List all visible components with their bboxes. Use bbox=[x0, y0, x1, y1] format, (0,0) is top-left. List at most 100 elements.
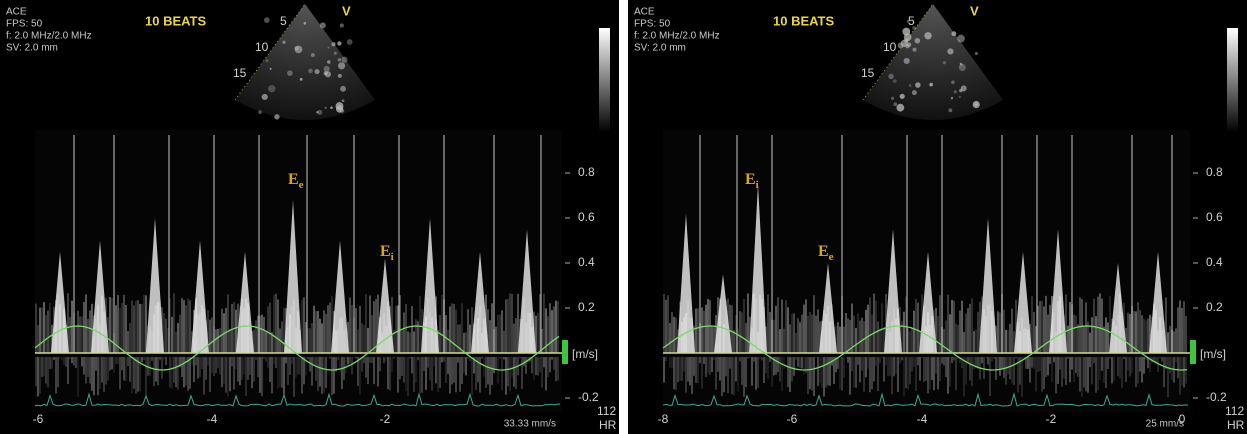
header-line: ACE bbox=[6, 7, 27, 18]
probe-marker: V bbox=[970, 3, 979, 18]
echo-speckle bbox=[891, 97, 894, 100]
time-tick-label: -2 bbox=[1046, 412, 1057, 426]
echo-speckle bbox=[340, 86, 346, 92]
velocity-tick-label: 0.2 bbox=[578, 300, 595, 314]
echo-speckle bbox=[338, 74, 342, 78]
beat-count: 10 BEATS bbox=[773, 13, 834, 28]
echo-speckle bbox=[951, 97, 953, 99]
echo-speckle bbox=[264, 17, 270, 23]
velocity-unit: [m/s] bbox=[572, 347, 598, 361]
annotation-subscript: e bbox=[829, 251, 834, 263]
echo-speckle bbox=[304, 22, 307, 25]
header-line: FPS: 50 bbox=[6, 19, 43, 30]
echo-speckle bbox=[320, 22, 326, 28]
heart-rate-value: 112 bbox=[1225, 404, 1244, 418]
echo-speckle bbox=[957, 35, 965, 43]
depth-label: 10 bbox=[883, 40, 897, 54]
velocity-tick-label: 0.4 bbox=[1206, 255, 1223, 269]
time-tick-label: -4 bbox=[917, 412, 928, 426]
echo-speckle bbox=[316, 111, 318, 113]
time-tick-label: -6 bbox=[33, 412, 44, 426]
echo-speckle bbox=[330, 106, 333, 109]
echo-speckle bbox=[959, 89, 962, 92]
echo-speckle bbox=[308, 69, 313, 74]
echo-speckle bbox=[327, 60, 330, 63]
echo-speckle bbox=[282, 41, 285, 44]
echo-speckle bbox=[266, 59, 269, 62]
sweep-speed: 25 mm/s bbox=[1146, 419, 1184, 430]
echo-speckle bbox=[340, 23, 344, 27]
time-tick-label: -6 bbox=[787, 412, 798, 426]
echo-speckle bbox=[294, 46, 298, 50]
echo-speckle bbox=[951, 31, 956, 36]
annotation-subscript: i bbox=[756, 179, 759, 191]
echo-speckle bbox=[904, 58, 910, 64]
sample-marker bbox=[1190, 340, 1196, 364]
echo-speckle bbox=[270, 68, 272, 70]
header-line: SV: 2.0 mm bbox=[6, 43, 58, 54]
echo-speckle bbox=[342, 99, 345, 102]
time-tick-label: -2 bbox=[380, 412, 391, 426]
echo-speckle bbox=[912, 48, 916, 52]
echo-speckle bbox=[262, 94, 268, 100]
gray-scale-bar bbox=[1227, 28, 1238, 132]
gray-scale-bar bbox=[599, 28, 610, 132]
depth-label: 15 bbox=[861, 66, 875, 80]
echo-speckle bbox=[975, 52, 978, 55]
echo-speckle bbox=[327, 47, 329, 49]
header-line: FPS: 50 bbox=[634, 19, 671, 30]
header-line: SV: 2.0 mm bbox=[634, 43, 686, 54]
echo-speckle bbox=[947, 48, 953, 54]
heart-rate-label: HR bbox=[1227, 418, 1245, 432]
echo-speckle bbox=[943, 61, 946, 64]
echo-speckle bbox=[336, 102, 344, 110]
echo-speckle bbox=[896, 104, 904, 112]
echo-speckle bbox=[948, 108, 952, 112]
echo-speckle bbox=[900, 94, 905, 99]
ultrasound-screen: ACEFPS: 50f: 2.0 MHz/2.0 MHzSV: 2.0 mm10… bbox=[0, 0, 1247, 434]
velocity-tick-label: 0.4 bbox=[578, 255, 595, 269]
depth-label: 10 bbox=[255, 40, 269, 54]
depth-label: 15 bbox=[233, 66, 247, 80]
velocity-unit: [m/s] bbox=[1200, 347, 1226, 361]
annotation-letter: E bbox=[288, 171, 299, 188]
sample-marker bbox=[562, 340, 568, 364]
velocity-tick-label: 0.8 bbox=[578, 165, 595, 179]
echo-speckle bbox=[258, 110, 262, 114]
depth-label: 5 bbox=[908, 14, 915, 28]
echo-speckle bbox=[334, 52, 337, 55]
heart-rate-value: 112 bbox=[597, 404, 616, 418]
annotation-letter: E bbox=[380, 243, 391, 260]
header-line: f: 2.0 MHz/2.0 MHz bbox=[634, 31, 720, 42]
velocity-tick-label: -0.2 bbox=[1206, 390, 1227, 404]
echo-speckle bbox=[959, 96, 961, 98]
depth-label: 5 bbox=[280, 14, 287, 28]
echo-speckle bbox=[888, 74, 894, 80]
header-line: ACE bbox=[634, 7, 655, 18]
echo-speckle bbox=[954, 90, 957, 93]
echo-speckle bbox=[341, 57, 347, 63]
echo-speckle bbox=[274, 114, 279, 119]
annotation-subscript: i bbox=[391, 251, 394, 263]
echo-speckle bbox=[960, 63, 962, 65]
velocity-tick-label: 0.2 bbox=[1206, 300, 1223, 314]
velocity-tick-label: 0.6 bbox=[1206, 210, 1223, 224]
header-line: f: 2.0 MHz/2.0 MHz bbox=[6, 31, 92, 42]
velocity-tick-label: 0.6 bbox=[578, 210, 595, 224]
beat-count: 10 BEATS bbox=[145, 13, 206, 28]
echo-speckle bbox=[268, 85, 275, 92]
echo-speckle bbox=[347, 39, 353, 45]
echo-speckle bbox=[338, 58, 341, 61]
echo-speckle bbox=[915, 38, 921, 44]
time-tick-label: -8 bbox=[658, 412, 669, 426]
echo-speckle bbox=[893, 102, 897, 106]
echo-speckle bbox=[331, 42, 335, 46]
echo-speckle bbox=[893, 79, 897, 83]
echo-speckle bbox=[338, 62, 345, 69]
echo-speckle bbox=[311, 53, 315, 57]
echo-speckle bbox=[300, 78, 303, 81]
annotation-subscript: e bbox=[299, 179, 304, 191]
probe-marker: V bbox=[342, 3, 351, 18]
